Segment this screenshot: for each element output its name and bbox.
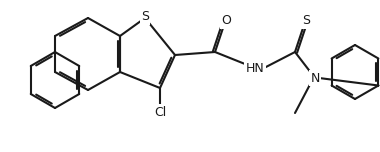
- Text: S: S: [302, 14, 310, 28]
- Text: S: S: [141, 10, 149, 24]
- Text: O: O: [221, 14, 231, 28]
- Text: Cl: Cl: [154, 105, 166, 119]
- Text: HN: HN: [245, 62, 264, 74]
- Text: N: N: [310, 71, 320, 85]
